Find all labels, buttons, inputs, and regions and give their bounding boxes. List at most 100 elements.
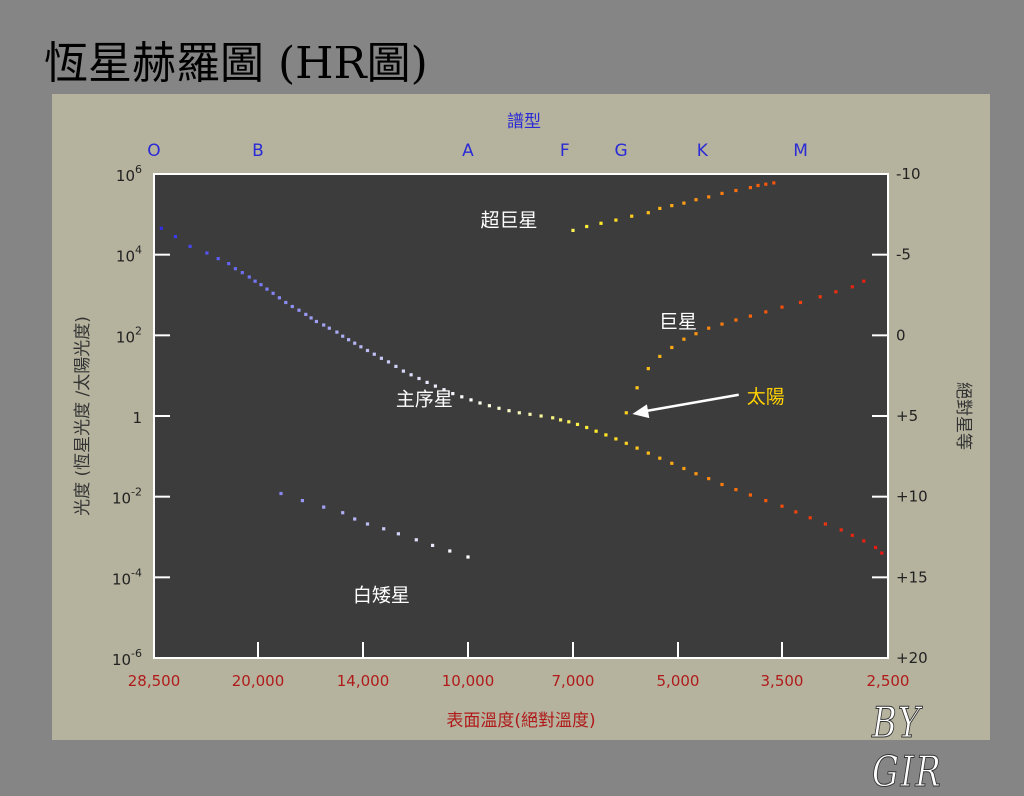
star-point (585, 425, 589, 430)
star-point (694, 472, 698, 476)
axes-layer: 106 104 102 1 10-2 10-4 10-6 -10 -5 0 +5 +10 +15 +20 2… (112, 141, 928, 690)
x-tick-label: 3,500 (761, 672, 804, 690)
star-point (670, 345, 674, 350)
sun-arrow-line (640, 393, 739, 414)
star-point (734, 488, 738, 492)
x-tick-label: 5,000 (657, 672, 700, 690)
star-point (707, 195, 711, 199)
y-left-tick-label: 104 (116, 244, 142, 266)
y-right-tick-label: -5 (896, 246, 911, 264)
group-label: 主序星 (396, 389, 453, 411)
star-point (734, 188, 738, 193)
star-point (707, 326, 711, 330)
star-point (304, 312, 308, 316)
x-tick-label: 28,500 (128, 672, 181, 690)
y-left-tick-label: 106 (116, 163, 142, 185)
star-point (539, 414, 543, 418)
star-point (386, 360, 391, 364)
star-point (327, 326, 331, 330)
star-point (658, 354, 662, 358)
series-4 (279, 491, 470, 559)
star-point (300, 499, 304, 503)
series-2 (571, 181, 776, 232)
star-point (551, 416, 555, 420)
group-label: 白矮星 (353, 585, 410, 607)
x-tick-label: 20,000 (232, 672, 285, 690)
star-point (694, 198, 698, 202)
star-point (341, 334, 345, 338)
star-point (205, 251, 209, 255)
star-point (247, 275, 251, 279)
star-point (507, 409, 511, 413)
star-point (794, 510, 798, 514)
slide-title: 恆星赫羅圖 (HR圖) (44, 38, 428, 89)
star-point (646, 451, 650, 455)
star-point (433, 384, 437, 388)
star-point (818, 295, 822, 299)
star-point (253, 279, 257, 283)
star-point (604, 433, 608, 437)
hr-diagram-chart: 106 104 102 1 10-2 10-4 10-6 -10 -5 0 +5 +10 +15 +20 2… (73, 112, 973, 731)
star-point (748, 314, 752, 318)
star-point (341, 511, 345, 515)
star-point (365, 348, 370, 353)
group-label: 超巨星 (480, 209, 537, 231)
star-point (764, 499, 768, 503)
y-left-tick-label: 102 (116, 324, 142, 346)
star-point (670, 204, 674, 208)
star-point (748, 493, 752, 497)
y-right-title: 絕對星等 (953, 382, 973, 450)
y-left-title: 光度 (恆星光度 /太陽光度) (73, 316, 93, 516)
sun-arrow-head (632, 404, 650, 419)
star-point (614, 437, 618, 441)
star-point (646, 367, 650, 371)
star-point (359, 345, 363, 349)
star-point (880, 551, 884, 555)
star-point (314, 319, 318, 324)
star-point (772, 181, 776, 185)
star-point (874, 545, 878, 550)
star-point (487, 404, 491, 408)
star-point (808, 516, 812, 520)
star-point (460, 395, 464, 399)
star-point (862, 279, 866, 283)
star-point (720, 322, 724, 326)
star-point (756, 183, 760, 188)
star-point (599, 221, 603, 225)
star-point (347, 338, 351, 342)
sun-annotation-label: 太陽 (747, 386, 785, 408)
star-point (469, 398, 473, 402)
star-point (559, 418, 563, 422)
star-point (353, 341, 357, 345)
star-point (682, 466, 686, 471)
star-point (396, 532, 400, 536)
star-point (216, 257, 220, 261)
spectral-type-label: M (793, 141, 808, 161)
star-point (670, 461, 674, 465)
series-3 (624, 279, 866, 415)
star-point (528, 412, 532, 416)
x-tick-label: 7,000 (552, 672, 595, 690)
star-point (290, 304, 294, 309)
star-point (448, 549, 452, 553)
star-point (379, 356, 383, 360)
star-point (571, 228, 575, 232)
star-point (839, 528, 843, 532)
star-point (658, 456, 662, 460)
spectral-type-label: G (615, 141, 628, 161)
star-point (478, 401, 482, 405)
signature: BY GIR (872, 698, 943, 796)
star-point (335, 330, 339, 334)
y-right-tick-label: 0 (896, 326, 906, 344)
star-point (284, 300, 288, 305)
star-point (635, 446, 639, 450)
star-point (682, 337, 686, 341)
star-point (630, 214, 634, 218)
top-axis-title: 譜型 (507, 112, 541, 132)
star-point (614, 218, 618, 222)
star-point (365, 522, 370, 526)
star-point (780, 504, 784, 508)
star-point (159, 226, 163, 230)
star-point (594, 429, 598, 433)
star-point (850, 533, 854, 537)
